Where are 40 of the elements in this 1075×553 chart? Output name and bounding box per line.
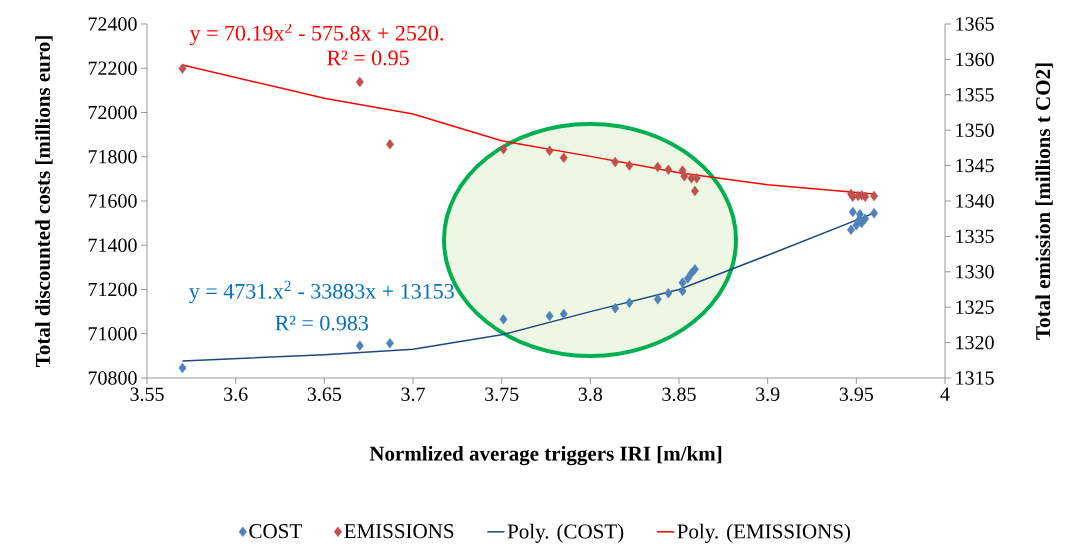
x-tick-label: 3.7 [401,387,425,402]
y-tick-label: 72200 [88,61,137,75]
x-tick-label: 3.8 [578,387,603,402]
y-tick-label: 72000 [88,105,137,120]
y2-tick-label: 1355 [956,88,994,102]
legend-label: EMISSIONS [344,524,454,539]
x-axis-title: Normlized average triggers IRI [m/km] [369,445,722,466]
x-tick-label: 3.75 [485,387,519,402]
y2-tick-label: 1320 [956,335,994,350]
y2-tick-label: 1360 [956,52,994,67]
y-tick-label: 71000 [88,326,137,341]
x-tick-label: 3.9 [756,387,780,402]
y-tick-label: 71600 [88,194,137,208]
y2-tick-label: 1350 [956,123,994,137]
annotation: R² = 0.95 [327,50,409,66]
y-tick-label: 71800 [88,149,137,164]
y2-tick-label: 1330 [956,265,994,279]
y2-tick-label: 1335 [956,229,994,244]
y-tick-label: 72400 [88,17,137,31]
x-tick-label: 4 [940,387,950,401]
y-tick-label: 70800 [88,371,137,385]
y2-tick-label: 1365 [956,17,994,31]
y2-tick-label: 1340 [956,194,994,208]
y-axis-title: Total discounted costs [millions euro] [35,36,53,367]
legend-label: Poly. (EMISSIONS) [677,523,851,543]
annotation: y = 4731.x$^{2}$ - 33883x + 13153 [189,280,454,304]
y-tick-label: 71400 [88,238,137,252]
y-tick-label: 71200 [88,282,137,297]
y2-tick-label: 1315 [956,371,994,385]
x-tick-label: 3.55 [130,387,164,402]
x-tick-label: 3.85 [662,387,696,402]
y2-tick-label: 1325 [956,300,994,314]
annotation: R² = 0.983 [275,315,368,331]
y2-axis-title: Total emission [millions t CO2] [1035,63,1053,340]
x-tick-label: 3.6 [224,387,248,402]
legend-label: Poly. (COST) [507,523,624,543]
legend-label: COST [249,524,302,539]
x-tick-label: 3.65 [307,387,342,402]
x-tick-label: 3.95 [839,387,874,402]
y2-tick-label: 1345 [956,158,994,173]
